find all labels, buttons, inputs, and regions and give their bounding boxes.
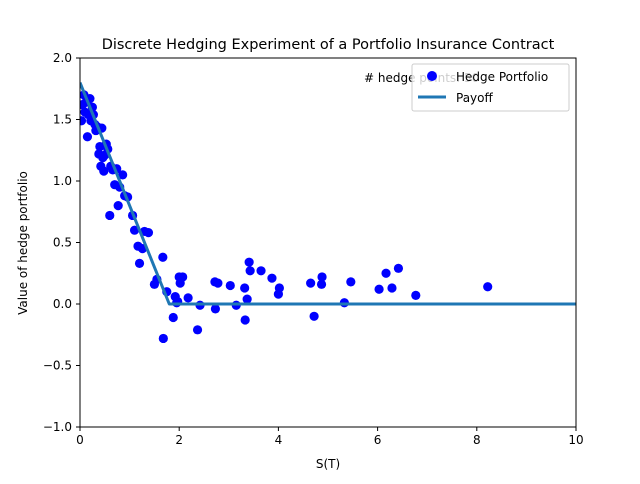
x-tick-label: 8	[473, 433, 481, 447]
scatter-point	[99, 166, 109, 176]
x-tick-label: 6	[374, 433, 382, 447]
scatter-point	[240, 315, 250, 325]
payoff-line	[80, 82, 576, 306]
scatter-point	[309, 311, 319, 321]
scatter-point	[346, 277, 356, 287]
legend-frame	[411, 63, 570, 112]
plot-area	[79, 57, 577, 428]
scatter-point	[118, 170, 128, 180]
chart-legend: Hedge Portfolio Payoff	[411, 63, 570, 112]
scatter-point	[80, 116, 87, 126]
scatter-point	[158, 252, 168, 262]
scatter-point	[242, 294, 252, 304]
legend-scatter-marker	[427, 71, 437, 81]
y-tick-label: −1.0	[43, 420, 72, 434]
scatter-point	[213, 278, 223, 288]
scatter-point	[267, 273, 277, 283]
scatter-point	[274, 283, 284, 293]
y-tick-label: 0.5	[53, 236, 72, 250]
legend-label-hedge-portfolio: Hedge Portfolio	[456, 70, 548, 84]
legend-label-payoff: Payoff	[456, 91, 493, 105]
scatter-point	[158, 333, 168, 344]
scatter-point	[374, 284, 384, 294]
y-tick-label: 1.0	[53, 174, 72, 188]
y-axis-label: Value of hedge portfolio	[16, 171, 30, 315]
scatter-point	[411, 290, 421, 300]
scatter-point	[113, 201, 123, 211]
scatter-point	[240, 283, 250, 293]
scatter-point	[143, 228, 154, 238]
y-axis-ticks: −1.0 −0.5 0.0 0.5 1.0 1.5 2.0	[43, 51, 80, 434]
y-tick-label: 1.5	[53, 113, 72, 127]
scatter-point	[393, 263, 404, 273]
scatter-point	[381, 268, 391, 278]
y-tick-label: 2.0	[53, 51, 72, 65]
x-tick-label: 2	[175, 433, 183, 447]
scatter-point	[225, 280, 235, 291]
scatter-point	[483, 282, 493, 292]
scatter-point	[183, 293, 193, 303]
scatter-point	[105, 210, 115, 221]
scatter-point	[134, 258, 145, 269]
scatter-point	[316, 279, 327, 289]
scatter-point	[245, 266, 255, 276]
scatter-point	[210, 304, 221, 314]
scatter-point	[192, 325, 203, 335]
x-tick-label: 10	[568, 433, 583, 447]
scatter-point	[244, 257, 254, 267]
y-tick-label: −0.5	[43, 359, 72, 373]
scatter-point	[317, 272, 327, 282]
scatter-point	[178, 272, 188, 282]
scatter-point	[306, 278, 316, 288]
chart-title: Discrete Hedging Experiment of a Portfol…	[102, 37, 555, 53]
x-tick-label: 0	[76, 433, 84, 447]
y-tick-label: 0.0	[53, 297, 72, 311]
x-axis-ticks: 0 2 4 6 8 10	[76, 427, 584, 447]
scatter-point	[129, 225, 140, 235]
scatter-point	[82, 132, 93, 142]
x-axis-label: S(T)	[316, 457, 340, 471]
scatter-point	[168, 312, 178, 323]
x-tick-label: 4	[275, 433, 283, 447]
scatter-point	[256, 266, 266, 276]
scatter-point	[387, 283, 397, 293]
